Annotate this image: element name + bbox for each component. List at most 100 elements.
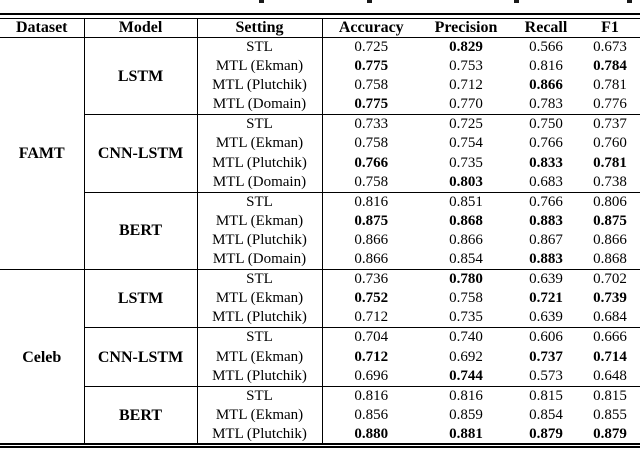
setting-cell: MTL (Ekman) [197,289,323,309]
precision-cell: 0.735 [449,154,483,171]
table-row: BERT STL 0.816 0.816 0.815 0.815 [0,385,640,445]
accuracy-cell: 0.725 [354,39,389,55]
accuracy-cell: 0.880 [354,425,389,442]
table-row: MTL (Ekman) 0.875 0.868 0.883 0.875 [0,211,640,231]
cropped-caption-descender [627,0,632,3]
recall-cell: 0.867 [529,231,563,248]
f1-cell: 0.737 [580,114,640,135]
table-row: MTL (Ekman) 0.712 0.692 0.737 0.714 [0,347,640,367]
setting-cell: MTL (Ekman) [197,347,323,367]
precision-cell: 0.816 [420,385,512,406]
setting-cell: MTL (Plutchik) [197,366,323,387]
precision-cell: 0.859 [449,406,483,423]
table-top-rule-outer [0,13,640,15]
results-table: Dataset Model Setting Accuracy Precision… [0,19,640,445]
model-cell-bert: BERT [84,191,198,270]
recall-cell: 0.737 [529,348,563,365]
precision-cell: 0.829 [449,39,483,55]
precision-cell: 0.753 [449,58,483,75]
recall-cell: 0.606 [512,327,580,348]
table-bottom-rule-outer [0,446,640,449]
col-header-precision: Precision [420,19,512,38]
table-row: MTL (Ekman) 0.775 0.753 0.816 0.784 [0,57,640,77]
f1-cell: 0.781 [593,154,627,171]
accuracy-cell: 0.758 [354,173,389,190]
accuracy-cell: 0.766 [354,154,389,171]
accuracy-cell: 0.816 [322,385,420,406]
precision-cell: 0.854 [449,251,483,268]
col-header-f1: F1 [580,19,640,38]
f1-cell: 0.781 [593,77,627,94]
setting-cell: STL [197,37,323,58]
precision-cell: 0.712 [449,77,483,94]
table-row: MTL (Plutchik) 0.866 0.866 0.867 0.866 [0,230,640,251]
accuracy-cell: 0.712 [354,309,389,326]
setting-cell: STL [197,269,323,290]
accuracy-cell: 0.704 [322,327,420,348]
recall-cell: 0.854 [529,406,563,423]
table-row: Celeb LSTM STL 0.736 0.780 0.639 0.702 [0,269,640,445]
f1-cell: 0.868 [593,251,627,268]
col-header-setting: Setting [197,19,323,38]
accuracy-cell: 0.816 [322,191,420,212]
recall-cell: 0.833 [529,154,563,171]
table-row: MTL (Plutchik) 0.696 0.744 0.573 0.648 [0,366,640,387]
setting-cell: MTL (Plutchik) [197,230,323,251]
setting-cell: MTL (Ekman) [197,134,323,154]
precision-cell: 0.725 [420,114,512,135]
recall-cell: 0.639 [512,269,580,290]
accuracy-cell: 0.712 [354,348,389,365]
cropped-caption-descender [367,0,372,3]
f1-cell: 0.875 [593,212,627,229]
recall-cell: 0.883 [529,212,563,229]
setting-cell: MTL (Plutchik) [197,153,323,173]
recall-cell: 0.566 [529,39,563,55]
model-cell-bert: BERT [84,385,198,445]
f1-cell: 0.738 [593,173,627,190]
table-row: MTL (Plutchik) 0.758 0.712 0.866 0.781 [0,76,640,96]
accuracy-cell: 0.875 [354,212,389,229]
recall-cell: 0.721 [529,290,563,307]
precision-cell: 0.744 [449,367,483,384]
recall-cell: 0.783 [529,96,563,113]
accuracy-cell: 0.758 [354,135,389,152]
f1-cell: 0.866 [593,231,627,248]
precision-cell: 0.754 [449,135,483,152]
accuracy-cell: 0.866 [354,231,389,248]
recall-cell: 0.883 [529,251,563,268]
table-row: CNN-LSTM STL 0.733 0.725 0.750 0.737 [0,114,640,193]
f1-cell: 0.879 [593,425,627,442]
setting-cell: STL [197,385,323,406]
table-row: MTL (Domain) 0.775 0.770 0.783 0.776 [0,95,640,115]
table-row: BERT STL 0.816 0.851 0.766 0.806 [0,191,640,270]
precision-cell: 0.780 [420,269,512,290]
recall-cell: 0.815 [512,385,580,406]
setting-cell: STL [197,191,323,212]
table-row: FAMT LSTM STL 0.725 0.829 0.566 0.673 [0,37,640,270]
precision-cell: 0.803 [449,173,483,190]
f1-cell: 0.714 [593,348,627,365]
model-cell-lstm: LSTM [84,37,198,115]
table-row: MTL (Plutchik) 0.766 0.735 0.833 0.781 [0,153,640,173]
precision-cell: 0.866 [449,231,483,248]
precision-cell: 0.881 [449,425,483,442]
accuracy-cell: 0.752 [354,290,389,307]
setting-cell: MTL (Plutchik) [197,76,323,96]
accuracy-cell: 0.733 [322,114,420,135]
precision-cell: 0.735 [449,309,483,326]
setting-cell: MTL (Ekman) [197,211,323,231]
f1-cell: 0.648 [593,367,627,384]
accuracy-cell: 0.775 [354,58,389,75]
table-row: MTL (Plutchik) 0.712 0.735 0.639 0.684 [0,308,640,328]
col-header-model: Model [84,19,198,38]
recall-cell: 0.879 [529,425,563,442]
f1-cell: 0.806 [580,191,640,212]
setting-cell: MTL (Ekman) [197,405,323,425]
f1-cell: 0.666 [580,327,640,348]
recall-cell: 0.816 [529,58,563,75]
col-header-recall: Recall [512,19,580,38]
header-row: Dataset Model Setting Accuracy Precision… [0,19,640,38]
setting-cell: MTL (Plutchik) [197,424,323,445]
f1-cell: 0.815 [580,385,640,406]
setting-cell: MTL (Plutchik) [197,308,323,328]
